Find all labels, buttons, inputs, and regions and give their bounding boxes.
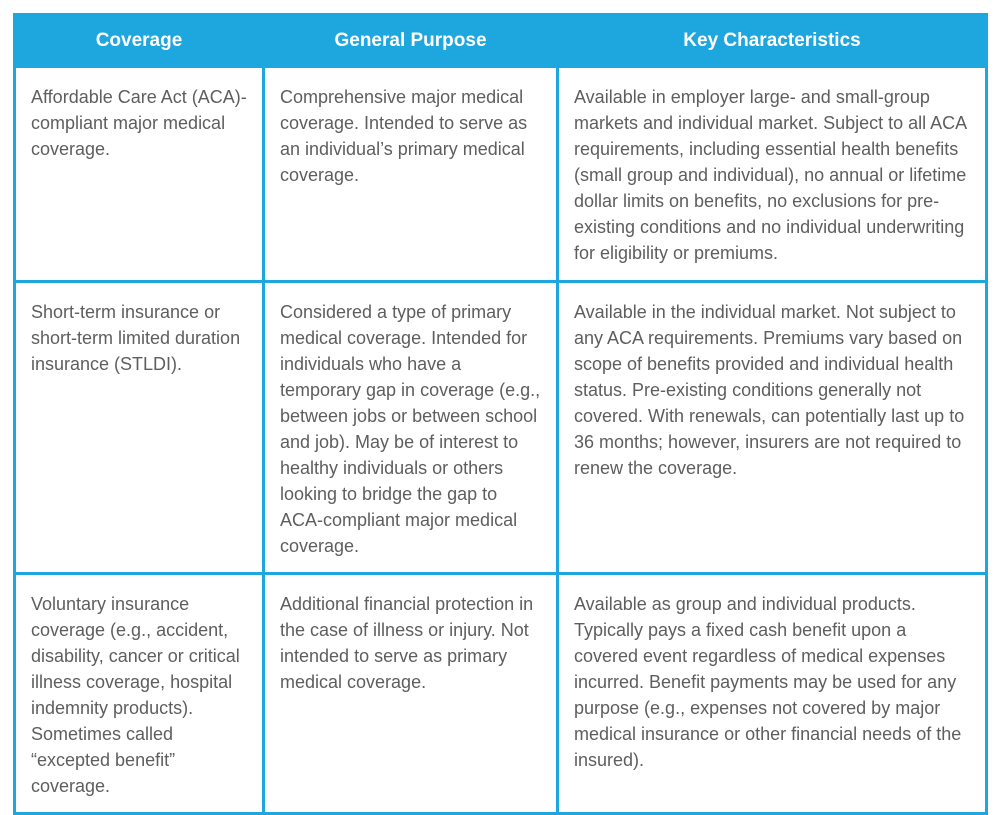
- table-row: Affordable Care Act (ACA)-compliant majo…: [13, 65, 988, 283]
- header-key-characteristics: Key Characteristics: [556, 13, 988, 68]
- cell-characteristics: Available in the individual market. Not …: [556, 280, 988, 575]
- coverage-table-wrapper: Coverage General Purpose Key Characteris…: [13, 13, 988, 815]
- cell-purpose: Comprehensive major medical coverage. In…: [262, 65, 559, 283]
- header-general-purpose: General Purpose: [262, 13, 559, 68]
- table-row: Voluntary insurance coverage (e.g., acci…: [13, 572, 988, 815]
- cell-coverage: Short-term insurance or short-term limit…: [13, 280, 265, 575]
- coverage-table: Coverage General Purpose Key Characteris…: [13, 13, 988, 815]
- cell-purpose: Additional financial protection in the c…: [262, 572, 559, 815]
- table-header: Coverage General Purpose Key Characteris…: [13, 13, 988, 68]
- table-row: Short-term insurance or short-term limit…: [13, 280, 988, 575]
- header-coverage: Coverage: [13, 13, 265, 68]
- header-row: Coverage General Purpose Key Characteris…: [13, 13, 988, 68]
- cell-coverage: Voluntary insurance coverage (e.g., acci…: [13, 572, 265, 815]
- cell-purpose: Considered a type of primary medical cov…: [262, 280, 559, 575]
- cell-characteristics: Available as group and individual produc…: [556, 572, 988, 815]
- cell-coverage: Affordable Care Act (ACA)-compliant majo…: [13, 65, 265, 283]
- table-body: Affordable Care Act (ACA)-compliant majo…: [13, 65, 988, 815]
- cell-characteristics: Available in employer large- and small-g…: [556, 65, 988, 283]
